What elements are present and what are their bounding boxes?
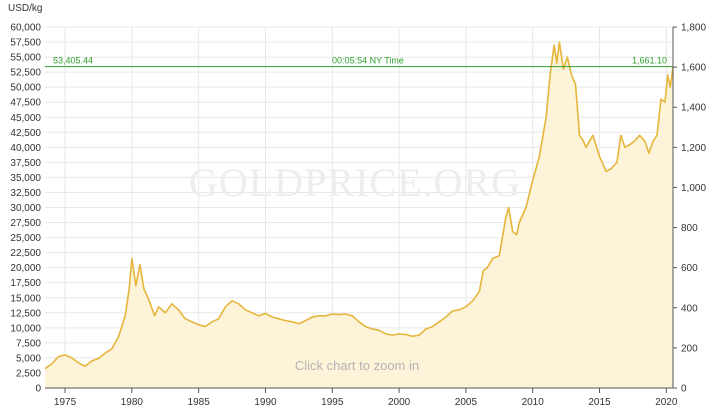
y-left-tick-label: 17,500 [10, 278, 41, 289]
y-left-tick-label: 50,000 [10, 83, 41, 94]
y-left-tick-label: 15,000 [10, 293, 41, 304]
x-axis: 1975 1980 1985 1990 1995 2000 2005 2010 2015 2020 [45, 387, 678, 408]
price-area-fill [45, 42, 673, 388]
y-right-tick-label: 1,000 [681, 183, 706, 194]
y-left-tick-label: 20,000 [10, 263, 41, 274]
y-left-tick-label: 52,500 [10, 68, 41, 79]
y-left-tick-label: 25,000 [10, 233, 41, 244]
y-left-tick-label: 37,500 [10, 158, 41, 169]
y-right-tick-label: 200 [681, 343, 698, 354]
x-tick-label: 1975 [54, 397, 77, 408]
y-right-tick-label: 0 [681, 384, 687, 395]
x-tick-label: 2010 [522, 397, 545, 408]
left-y-axis: 0 2,500 5,000 7,500 10,000 12,500 15,000 17,500… [10, 23, 41, 395]
y-left-tick-label: 60,000 [10, 23, 41, 34]
y-left-tick-label: 55,000 [10, 53, 41, 64]
price-line [44, 41, 674, 370]
left-axis-unit-label: USD/kg [8, 3, 42, 14]
y-left-tick-label: 10,000 [10, 323, 41, 334]
y-left-tick-label: 35,000 [10, 173, 41, 184]
x-tick-label: 2015 [588, 397, 611, 408]
y-left-tick-label: 30,000 [10, 203, 41, 214]
y-right-tick-label: 600 [681, 263, 698, 274]
x-tick-label: 2005 [455, 397, 478, 408]
y-left-tick-label: 7,500 [16, 338, 41, 349]
x-tick-label: 1990 [254, 397, 277, 408]
y-right-tick-label: 400 [681, 303, 698, 314]
reference-right-value: 1,661.10 [632, 56, 667, 66]
y-left-tick-label: 0 [35, 384, 41, 395]
x-tick-label: 1985 [188, 397, 211, 408]
y-left-tick-label: 12,500 [10, 308, 41, 319]
y-left-tick-label: 47,500 [10, 98, 41, 109]
y-right-tick-label: 1,800 [681, 23, 706, 34]
x-tick-label: 2020 [655, 397, 678, 408]
right-y-axis: 0 200 400 600 800 1,000 1,200 1,400 1,600 1,800 [672, 23, 706, 395]
zoom-hint[interactable]: Click chart to zoom in [295, 358, 419, 373]
y-right-tick-label: 1,600 [681, 63, 706, 74]
reference-time-label: 00:05:54 NY Time [332, 56, 404, 66]
y-left-tick-label: 2,500 [16, 368, 41, 379]
y-right-tick-label: 1,400 [681, 103, 706, 114]
reference-left-value: 53,405.44 [53, 56, 93, 66]
y-left-tick-label: 57,500 [10, 38, 41, 49]
y-left-tick-label: 40,000 [10, 143, 41, 154]
x-tick-label: 1980 [121, 397, 144, 408]
watermark-text: GOLDPRICE.ORG [189, 160, 521, 205]
x-tick-label: 1995 [321, 397, 344, 408]
y-left-tick-label: 32,500 [10, 188, 41, 199]
y-left-tick-label: 42,500 [10, 128, 41, 139]
y-left-tick-label: 27,500 [10, 218, 41, 229]
y-left-tick-label: 45,000 [10, 113, 41, 124]
x-tick-label: 2000 [388, 397, 411, 408]
y-left-tick-label: 5,000 [16, 353, 41, 364]
y-right-tick-label: 800 [681, 223, 698, 234]
y-right-tick-label: 1,200 [681, 143, 706, 154]
y-left-tick-label: 22,500 [10, 248, 41, 259]
